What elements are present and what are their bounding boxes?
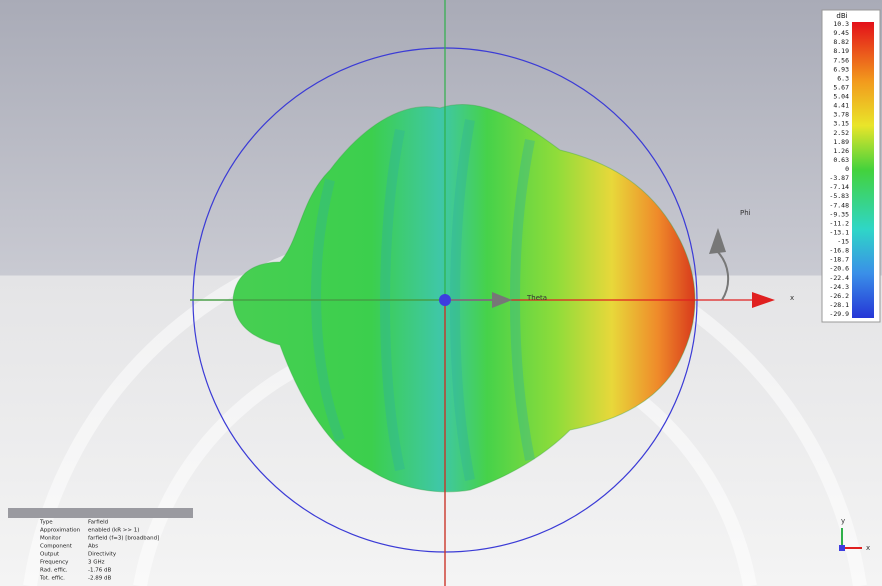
info-key: Monitor (40, 536, 62, 542)
colorbar-label: -15 (837, 238, 849, 246)
info-value: -1.76 dB (88, 568, 111, 574)
colorbar-label: 3.78 (833, 111, 849, 119)
info-value: farfield (f=3) [broadband] (88, 536, 159, 542)
colorbar-label: 6.93 (833, 65, 849, 73)
info-key: Frequency (40, 560, 69, 566)
info-value: 3 GHz (88, 560, 105, 566)
colorbar-label: -3.87 (829, 174, 849, 182)
info-value: enabled (kR >> 1) (88, 528, 139, 534)
info-value: -2.89 dB (88, 576, 111, 582)
colorbar-label: 9.45 (833, 29, 849, 37)
info-key: Type (39, 520, 53, 526)
colorbar-label: 5.67 (833, 83, 849, 91)
colorbar-label: 6.3 (837, 74, 849, 82)
colorbar-label: -28.1 (829, 301, 849, 309)
radiation-pattern (232, 104, 696, 493)
colorbar: dBi 10.39.458.828.197.566.936.35.67 5.044… (821, 9, 881, 323)
colorbar-label: 3.15 (833, 120, 849, 128)
triad-y-label: y (841, 517, 845, 525)
colorbar-label: 10.3 (833, 20, 849, 28)
info-key: Approximation (40, 528, 81, 534)
colorbar-label: -13.1 (829, 228, 849, 236)
theta-label: Theta (526, 294, 547, 302)
colorbar-label: 7.56 (833, 56, 849, 64)
colorbar-label: -26.2 (829, 292, 849, 300)
colorbar-label: 1.26 (833, 147, 849, 155)
colorbar-label: -20.6 (829, 265, 849, 273)
colorbar-label: -7.14 (829, 183, 849, 191)
colorbar-label: -9.35 (829, 210, 849, 218)
x-arrow (752, 292, 775, 308)
info-key: Output (40, 552, 60, 558)
theta-arrow (492, 292, 512, 308)
info-key: Component (40, 544, 73, 550)
info-panel: Type Farfield Approximation enabled (kR >> … (8, 508, 193, 582)
info-value: Directivity (88, 552, 117, 558)
phi-arc (715, 249, 730, 301)
triad: y x (839, 517, 870, 552)
colorbar-label: -11.2 (829, 219, 849, 227)
phi-arrow (709, 228, 726, 254)
triad-x-label: x (866, 544, 870, 552)
colorbar-label: 1.89 (833, 138, 849, 146)
colorbar-label: -16.8 (829, 247, 849, 255)
colorbar-label: 4.41 (833, 102, 849, 110)
colorbar-label: 8.82 (833, 38, 849, 46)
x-axis-label: x (790, 294, 794, 302)
colorbar-label: -22.4 (829, 274, 849, 282)
info-value: Farfield (88, 520, 108, 526)
colorbar-label: -24.3 (829, 283, 849, 291)
colorbar-label: 8.19 (833, 47, 849, 55)
colorbar-label: 2.52 (833, 129, 849, 137)
info-key: Rad. effic. (40, 568, 68, 574)
colorbar-label: -7.48 (829, 201, 849, 209)
colorbar-label: 0 (845, 165, 849, 173)
info-key: Tot. effic. (39, 576, 65, 582)
info-header (8, 508, 193, 518)
colorbar-label: -5.83 (829, 192, 849, 200)
colorbar-label: 5.04 (833, 93, 849, 101)
colorbar-unit: dBi (836, 12, 847, 20)
phi-label: Phi (740, 209, 751, 217)
info-value: Abs (88, 544, 98, 550)
colorbar-scale (852, 22, 874, 318)
colorbar-label: -29.9 (829, 310, 849, 318)
colorbar-label: 0.63 (833, 156, 849, 164)
origin (439, 294, 451, 306)
colorbar-label: -18.7 (829, 256, 849, 264)
